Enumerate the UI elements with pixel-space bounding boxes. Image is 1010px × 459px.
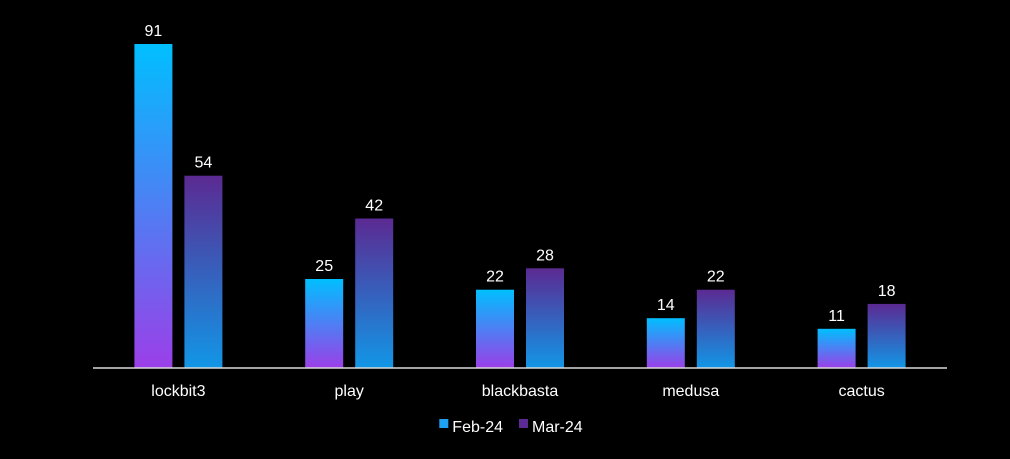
data-labels-layer: 91 54 25 42 22 28 14 22 11 18 xyxy=(145,23,896,325)
data-label-play-mar-24: 42 xyxy=(365,198,383,215)
legend-label-mar-24: Mar-24 xyxy=(532,419,583,436)
bar-lockbit3-feb-24 xyxy=(134,44,173,368)
bar-blackbasta-mar-24 xyxy=(526,268,564,368)
data-label-lockbit3-feb-24: 91 xyxy=(145,23,163,40)
x-tick-label-cactus: cactus xyxy=(838,383,884,400)
bar-cactus-feb-24 xyxy=(817,328,856,368)
x-tick-label-lockbit3: lockbit3 xyxy=(151,383,205,400)
bar-blackbasta-feb-24 xyxy=(476,289,514,368)
data-label-lockbit3-mar-24: 54 xyxy=(195,155,213,172)
legend-swatch-feb-24 xyxy=(439,419,449,428)
bar-play-mar-24 xyxy=(355,218,394,368)
x-tick-label-play: play xyxy=(335,383,364,400)
legend-item-feb-24: Feb-24 xyxy=(439,419,503,436)
bars-layer xyxy=(134,44,906,368)
data-label-play-feb-24: 25 xyxy=(315,258,333,275)
bar-cactus-mar-24 xyxy=(867,303,906,368)
data-label-cactus-feb-24: 11 xyxy=(828,308,845,325)
data-label-blackbasta-mar-24: 28 xyxy=(536,247,554,264)
legend-item-mar-24: Mar-24 xyxy=(519,419,583,436)
data-label-cactus-mar-24: 18 xyxy=(878,283,896,300)
bar-medusa-feb-24 xyxy=(646,318,685,368)
legend-label-feb-24: Feb-24 xyxy=(452,419,503,436)
data-label-blackbasta-feb-24: 22 xyxy=(486,269,504,286)
data-label-medusa-feb-24: 14 xyxy=(657,297,675,314)
bar-medusa-mar-24 xyxy=(696,289,735,368)
data-label-medusa-mar-24: 22 xyxy=(707,269,725,286)
x-tick-label-medusa: medusa xyxy=(662,383,719,400)
legend-swatch-mar-24 xyxy=(519,419,528,428)
bar-lockbit3-mar-24 xyxy=(184,175,223,368)
x-tick-label-blackbasta: blackbasta xyxy=(482,383,559,400)
bar-play-feb-24 xyxy=(305,279,344,368)
legend: Feb-24 Mar-24 xyxy=(439,419,583,436)
x-tick-labels: lockbit3 play blackbasta medusa cactus xyxy=(151,383,884,400)
